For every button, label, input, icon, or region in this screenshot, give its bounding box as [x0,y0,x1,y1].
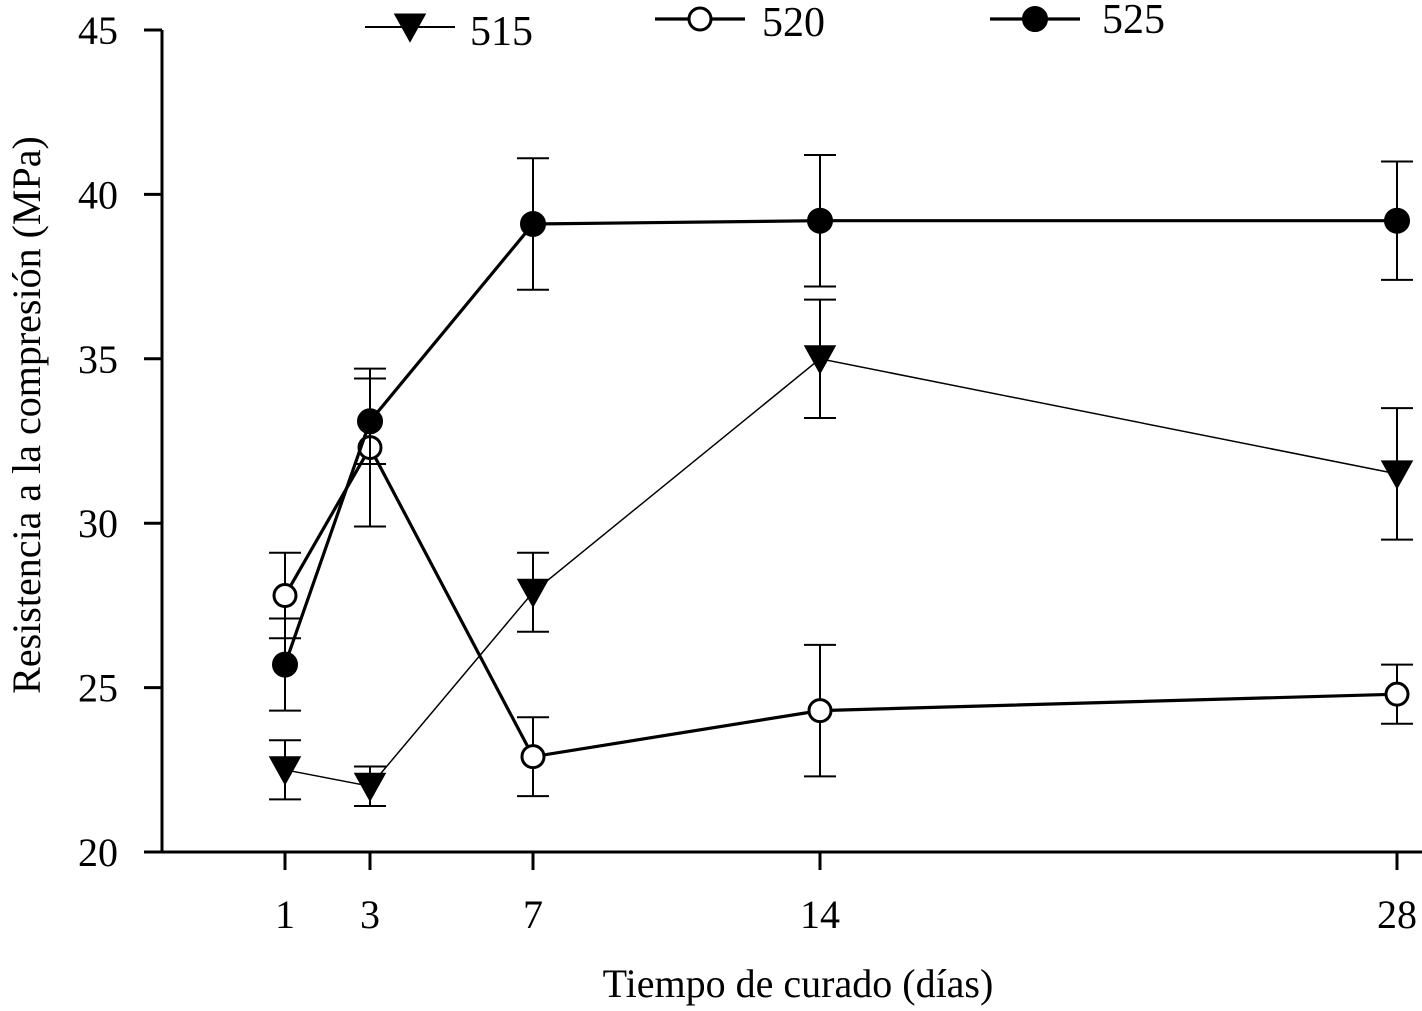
data-point-525 [272,651,298,678]
legend-label: 520 [762,0,825,46]
series-520 [269,367,1413,798]
y-tick-label: 45 [78,8,118,53]
y-tick-label: 30 [78,501,118,546]
y-axis-title: Resistencia a la compresión (MPa) [4,136,49,694]
y-tick-label: 25 [78,666,118,711]
data-point-520 [807,698,833,724]
legend-label: 525 [1102,0,1165,43]
x-axis-ticks: 1 3 7 14 28 [275,852,1417,937]
x-axis-title: Tiempo de curado (días) [603,961,994,1006]
series-line-515 [284,357,1398,788]
data-point-525 [1384,207,1410,234]
data-point-520 [520,744,546,770]
series-line-520 [283,444,1398,759]
legend-label: 515 [470,9,533,55]
y-tick-label: 40 [78,172,118,217]
data-point-520 [272,583,298,609]
data-point-515 [803,345,837,375]
legend-marker [687,6,713,32]
x-tick-label: 3 [360,892,380,937]
legend-marker [393,13,427,43]
data-point-525 [807,207,833,234]
x-tick-label: 28 [1377,892,1417,937]
legend-item-520: 520 [655,0,825,46]
x-tick-label: 14 [800,892,840,937]
x-tick-label: 1 [275,892,295,937]
data-point-525 [520,210,546,237]
axes: 20 25 30 35 40 45 1 3 7 14 28 [78,8,1422,937]
legend-item-515: 515 [365,9,533,55]
data-point-515 [268,756,302,786]
series-line-525 [283,219,1397,666]
data-point-515 [353,772,387,803]
legend: 515 520 525 [365,0,1165,55]
x-tick-label: 7 [523,892,543,937]
y-tick-label: 35 [78,337,118,382]
data-point-515 [1380,460,1414,490]
y-axis-ticks: 20 25 30 35 40 45 [78,8,162,875]
series-525 [269,153,1413,712]
series-layer [268,153,1414,807]
series-515 [268,298,1414,807]
data-point-525 [357,408,383,435]
data-point-520 [1384,681,1410,707]
y-tick-label: 20 [78,830,118,875]
legend-item-525: 525 [990,0,1165,43]
data-point-515 [516,578,550,609]
legend-marker [1022,6,1048,32]
